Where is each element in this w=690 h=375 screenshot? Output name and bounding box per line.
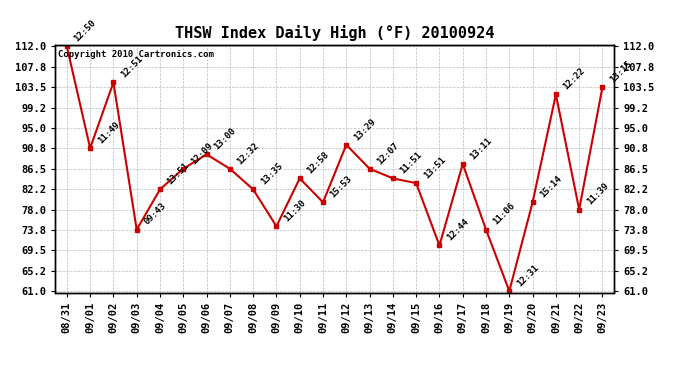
Text: 13:00: 13:00	[212, 126, 237, 152]
Text: Copyright 2010 Cartronics.com: Copyright 2010 Cartronics.com	[58, 50, 214, 59]
Text: 13:51: 13:51	[166, 161, 191, 187]
Text: 12:31: 12:31	[515, 263, 540, 288]
Text: 12:22: 12:22	[562, 66, 586, 92]
Text: 12:51: 12:51	[119, 54, 144, 80]
Text: 12:50: 12:50	[72, 18, 98, 44]
Text: 12:07: 12:07	[375, 141, 400, 166]
Text: 15:53: 15:53	[328, 174, 354, 200]
Text: 11:06: 11:06	[491, 201, 517, 227]
Text: 12:58: 12:58	[305, 150, 331, 176]
Text: 11:51: 11:51	[398, 150, 424, 176]
Text: 15:14: 15:14	[538, 174, 564, 200]
Text: 09:43: 09:43	[142, 201, 168, 227]
Title: THSW Index Daily High (°F) 20100924: THSW Index Daily High (°F) 20100924	[175, 25, 494, 41]
Text: 13:15: 13:15	[608, 59, 633, 84]
Text: 13:11: 13:11	[469, 136, 493, 161]
Text: 12:09: 12:09	[189, 141, 214, 166]
Text: 11:39: 11:39	[584, 182, 610, 207]
Text: 12:32: 12:32	[235, 141, 261, 166]
Text: 11:49: 11:49	[96, 120, 121, 146]
Text: 11:30: 11:30	[282, 198, 307, 223]
Text: 13:51: 13:51	[422, 155, 447, 180]
Text: 13:29: 13:29	[352, 117, 377, 142]
Text: 13:35: 13:35	[259, 161, 284, 187]
Text: 12:44: 12:44	[445, 217, 471, 243]
